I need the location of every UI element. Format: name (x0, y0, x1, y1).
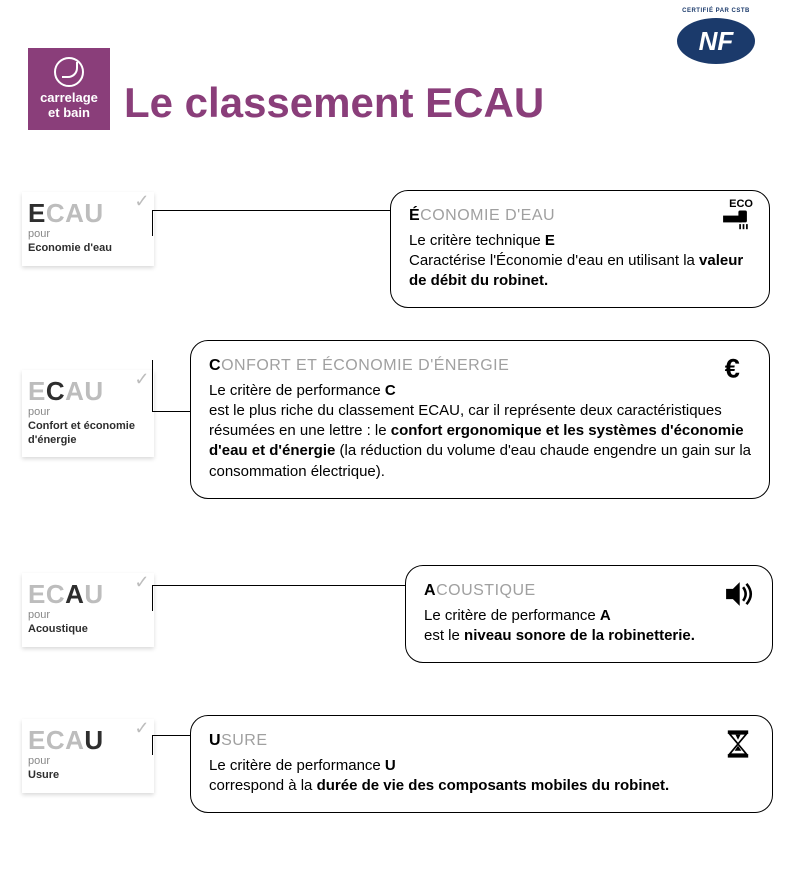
card-u: USURE Le critère de performance U corres… (190, 715, 773, 813)
ecau-letters-c: ECAU ✓ (28, 378, 148, 404)
ecau-letters-e: ECAU ✓ (28, 200, 148, 226)
card-title-a: ACOUSTIQUE (424, 580, 754, 602)
ecau-letters-u: ECAU ✓ (28, 727, 148, 753)
brand-logo: carrelage et bain (28, 48, 110, 130)
ecau-tile-e: ECAU ✓ pour Economie d'eau (22, 192, 154, 266)
ecau-letters-a: ECAU ✓ (28, 581, 148, 607)
card-c: € CONFORT ET ÉCONOMIE D'ÉNERGIE Le critè… (190, 340, 770, 499)
ecau-sub-a: pour Acoustique (28, 609, 148, 637)
header: carrelage et bain Le classement ECAU (28, 48, 544, 130)
ecau-sub-e: pour Economie d'eau (28, 228, 148, 256)
card-e: ECO ÉCONOMIE D'EAU Le critère technique … (390, 190, 770, 308)
page-title: Le classement ECAU (124, 82, 544, 130)
brand-line2: et bain (48, 106, 90, 121)
brand-icon (54, 57, 84, 87)
faucet-eco-icon: ECO (715, 199, 755, 239)
hourglass-icon (718, 724, 758, 764)
card-a: ACOUSTIQUE Le critère de performance A e… (405, 565, 773, 663)
check-icon: ✓ (134, 370, 150, 388)
card-body-u: Le critère de performance U correspond à… (209, 756, 754, 797)
card-body-a: Le critère de performance A est le nivea… (424, 606, 754, 647)
connector-u (152, 735, 192, 755)
ecau-sub-u: pour Usure (28, 755, 148, 783)
connector-a (152, 585, 407, 611)
connector-c (152, 360, 192, 412)
row-u: ECAU ✓ pour Usure USURE Le critère de pe… (0, 715, 800, 845)
check-icon: ✓ (134, 719, 150, 737)
check-icon: ✓ (134, 573, 150, 591)
rows-container: ECAU ✓ pour Economie d'eau ECO ÉCONOMIE … (0, 190, 800, 845)
nf-arc-text: CERTIFIÉ PAR CSTB (682, 8, 750, 14)
card-title-e: ÉCONOMIE D'EAU (409, 205, 751, 227)
row-c: ECAU ✓ pour Confort et économie d'énergi… (0, 340, 800, 565)
brand-line1: carrelage (40, 91, 98, 106)
card-title-c: CONFORT ET ÉCONOMIE D'ÉNERGIE (209, 355, 751, 377)
nf-text: NF (699, 26, 734, 57)
connector-e (152, 210, 392, 236)
card-title-u: USURE (209, 730, 754, 752)
nf-oval: NF (677, 18, 755, 64)
row-e: ECAU ✓ pour Economie d'eau ECO ÉCONOMIE … (0, 190, 800, 340)
ecau-sub-c: pour Confort et économie d'énergie (28, 406, 148, 447)
svg-text:€: € (725, 353, 740, 384)
check-icon: ✓ (134, 192, 150, 210)
ecau-tile-u: ECAU ✓ pour Usure (22, 719, 154, 793)
ecau-tile-a: ECAU ✓ pour Acoustique (22, 573, 154, 647)
euro-icon: € (715, 349, 755, 389)
nf-certification-badge: CERTIFIÉ PAR CSTB NF (677, 10, 755, 65)
card-body-c: Le critère de performance C est le plus … (209, 381, 751, 482)
row-a: ECAU ✓ pour Acoustique ACOUSTIQUE Le cri… (0, 565, 800, 715)
card-body-e: Le critère technique E Caractérise l'Éco… (409, 231, 751, 292)
ecau-tile-c: ECAU ✓ pour Confort et économie d'énergi… (22, 370, 154, 457)
speaker-icon (718, 574, 758, 614)
